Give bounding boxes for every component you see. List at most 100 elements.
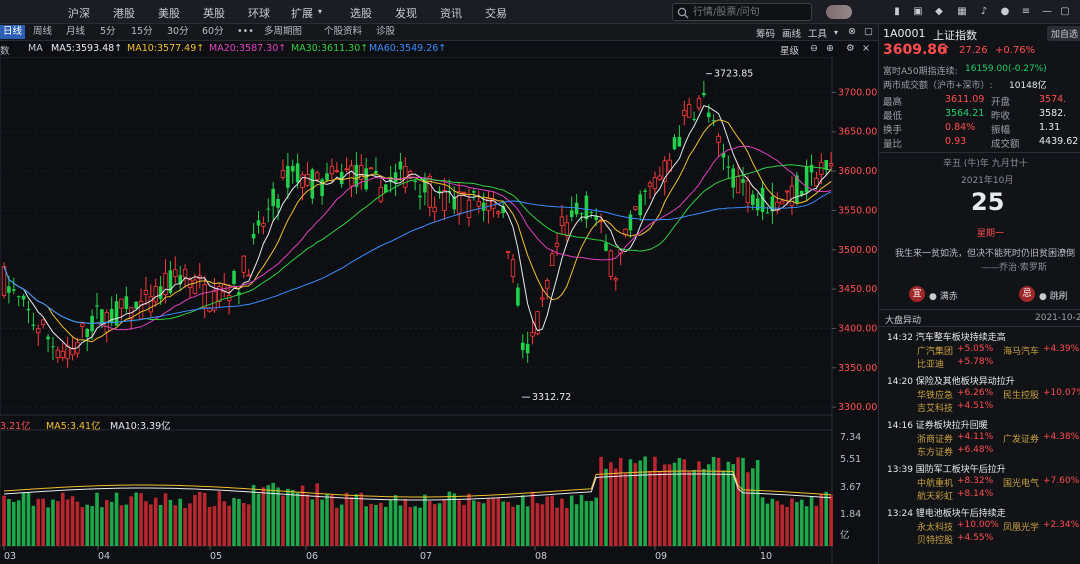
news-stock-name[interactable]: 浙商证券 [917,435,954,445]
shirt-icon[interactable]: ◆ [935,6,943,17]
news-headline[interactable]: 14:32 汽车整车板块持续走高 [887,333,1006,343]
news-stock-name[interactable]: 海马汽车 [1003,347,1040,357]
tools-button[interactable]: 工具 [808,29,828,40]
volume-bar [437,503,442,546]
news-stock-name[interactable]: 航天彩虹 [917,492,954,502]
ma60-line [3,191,832,325]
nav-item-stock-picker[interactable]: 选股 [350,7,372,20]
news-stock-name[interactable]: 广汽集团 [917,347,954,357]
news-stock-name[interactable]: 中航重机 [917,479,954,489]
volume-value: 3.21亿 [0,421,31,432]
news-stock-name[interactable]: 比亚迪 [917,360,945,370]
news-stock-name[interactable]: 广发证券 [1003,435,1040,445]
volume-bar [741,457,745,546]
notification-icon[interactable]: ▮ [894,6,900,17]
window-icon[interactable]: ▢ [864,26,873,37]
volume-ma10-line [3,473,832,501]
more-periods-button[interactable]: ••• [237,26,254,37]
period-day[interactable]: 日线 [0,25,26,39]
news-stock-name[interactable]: 国光电气 [1003,479,1040,489]
period-15min[interactable]: 15分 [131,26,153,37]
candle-body [320,179,324,196]
nav-item-global[interactable]: 环球 [248,7,270,20]
close-icon[interactable]: × [862,43,870,54]
nav-item-extend[interactable]: 扩展 [291,7,313,20]
period-30min[interactable]: 30分 [167,26,189,37]
stat-l1: 最低 [883,111,903,122]
menu-icon[interactable]: ≡ [1021,6,1031,17]
diagnose-button[interactable]: 诊股 [376,26,396,37]
volume-bar [290,490,295,546]
volume-bar [418,507,422,546]
candle-body [217,286,222,302]
candle-body [692,118,696,120]
volume-bar [765,503,770,546]
user-icon[interactable]: ● [1000,6,1010,17]
nav-item-uk[interactable]: 英股 [203,7,225,20]
volume-bar [80,507,85,546]
nav-item-hk[interactable]: 港股 [113,7,135,20]
volume-bar [462,505,466,546]
volume-bar [829,495,833,546]
news-stock-name[interactable]: 东方证券 [917,448,954,458]
candle-body [799,190,804,195]
nav-item-hushen[interactable]: 沪深 [68,7,90,20]
minimize-icon[interactable]: — [1042,6,1052,17]
draw-button[interactable]: 画线 [782,29,802,40]
kline-chart[interactable]: 3700.00 3650.00 3600.00 3550.00 3500.00 3450.… [0,56,878,564]
search-input[interactable] [693,5,809,19]
news-stock-name[interactable]: 贝特控股 [917,536,954,546]
close-icon[interactable]: ⊗ [848,26,856,37]
volume-bar [814,505,819,546]
volume-bar [770,498,775,546]
candle-body [60,350,65,358]
news-stock-name[interactable]: 华铁应急 [917,391,954,401]
minus-icon[interactable]: ⊖ [810,43,818,54]
period-week[interactable]: 周线 [33,26,53,37]
news-headline[interactable]: 13:24 锂电池板块午后持续走 [887,509,1006,519]
ji-text: ● 跳刷 [1039,292,1068,302]
news-stock-name[interactable]: 凤凰光学 [1003,523,1040,533]
volume-bar [31,505,36,546]
period-60min[interactable]: 60分 [202,26,224,37]
volume-tick-label: 亿 [840,529,850,541]
volume-bar [452,493,457,546]
nav-item-news[interactable]: 资讯 [440,7,462,20]
news-stock-name[interactable]: 民生控股 [1003,391,1040,401]
period-month[interactable]: 月线 [66,26,86,37]
nav-item-trade[interactable]: 交易 [485,7,507,20]
candle-body [310,169,315,199]
search-box[interactable] [672,3,812,21]
avatar[interactable] [826,5,852,19]
kline-chart-area[interactable]: 3700.00 3650.00 3600.00 3550.00 3500.00 3450.… [0,56,878,564]
candle-body [21,295,26,300]
nav-item-discover[interactable]: 发现 [395,7,417,20]
candle-body [427,175,432,208]
candle-body [271,188,275,207]
multi-period-button[interactable]: 多周期图 [264,26,303,37]
high-label: 3723.85 [714,69,753,80]
period-5min[interactable]: 5分 [100,26,116,37]
news-stock-name[interactable]: 永太科技 [917,523,954,533]
news-headline[interactable]: 14:16 证券板块拉升回暖 [887,421,988,431]
news-stock-name[interactable]: 吉艾科技 [917,404,954,414]
volume-bar [648,471,652,546]
chips-button[interactable]: 筹码 [756,29,776,40]
add-watchlist-button[interactable]: 加自选 [1047,26,1080,41]
volume-bar [393,495,398,546]
news-headline[interactable]: 14:20 保险及其他板块异动拉升 [887,377,1015,387]
bell-icon[interactable]: ♪ [980,6,988,17]
stock-name: 上证指数 [933,29,977,42]
nav-item-us[interactable]: 美股 [158,7,180,20]
candle-body [824,160,829,170]
news-headline[interactable]: 13:39 国防军工板块午后拉升 [887,465,1006,475]
maximize-icon[interactable]: ▢ [1060,6,1070,17]
lock-icon[interactable]: ▣ [913,6,923,17]
plus-icon[interactable]: ⊕ [826,43,834,54]
candle-body [564,222,570,237]
grid-icon[interactable]: ▦ [957,6,967,17]
stock-info-button[interactable]: 个股资料 [324,26,363,37]
settings-icon[interactable]: ⚙ [846,43,855,54]
volume-bar [129,496,134,546]
candle-body [344,168,349,171]
